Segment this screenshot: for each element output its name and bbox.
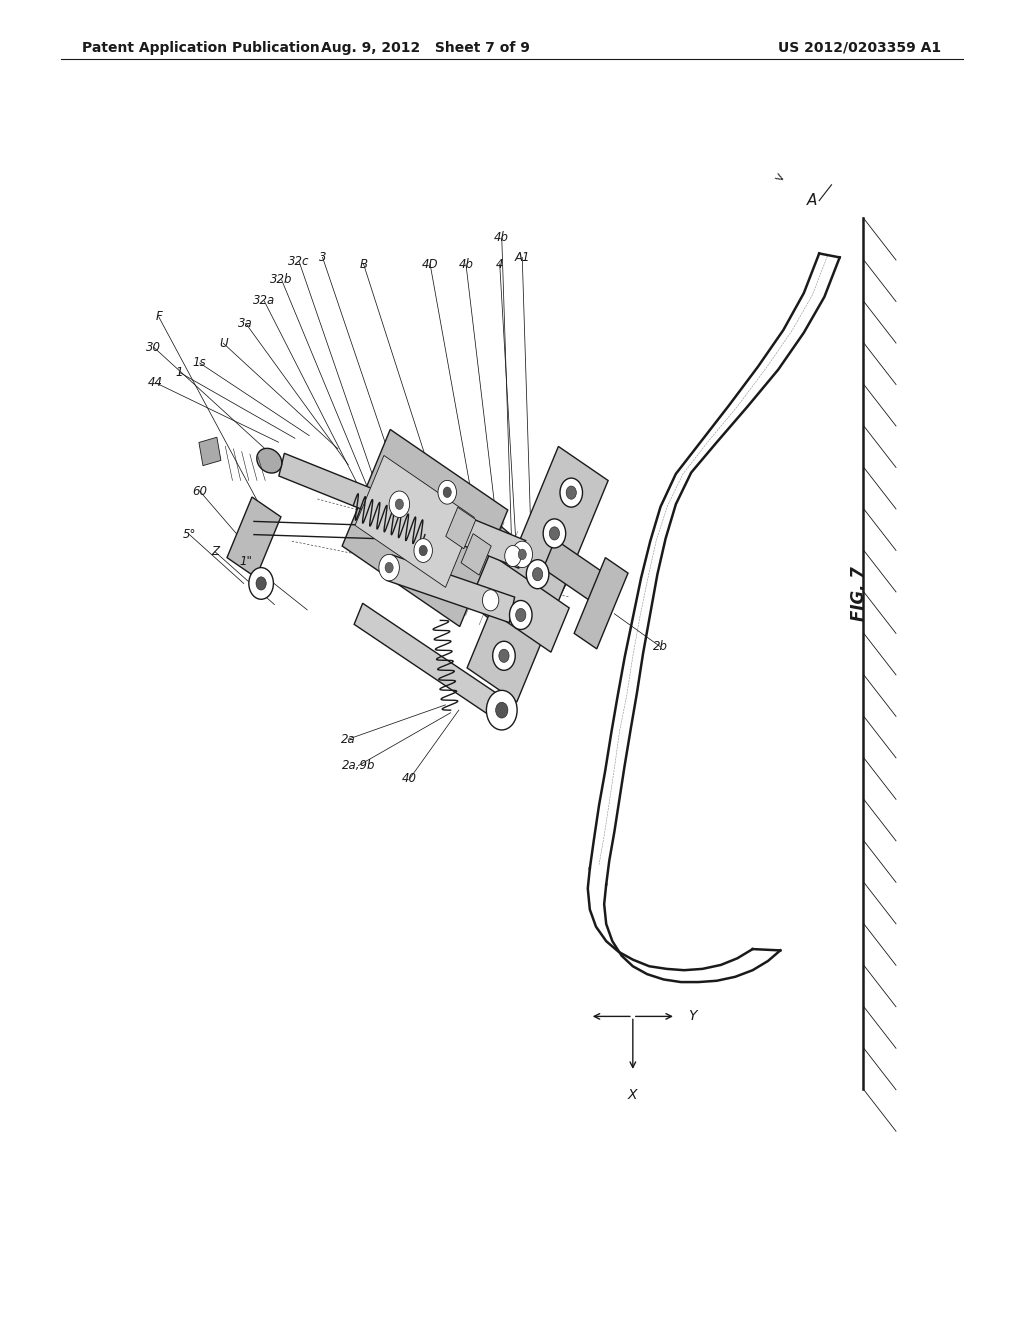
Text: 60: 60 — [193, 484, 207, 498]
Text: 4b: 4b — [495, 231, 509, 244]
Circle shape — [379, 554, 399, 581]
Circle shape — [560, 478, 583, 507]
Polygon shape — [342, 429, 508, 627]
Polygon shape — [461, 533, 492, 576]
Text: 40: 40 — [402, 772, 417, 785]
Text: >: > — [770, 170, 786, 186]
Circle shape — [438, 480, 457, 504]
Text: Y: Y — [688, 1010, 696, 1023]
Polygon shape — [279, 453, 459, 546]
Circle shape — [549, 527, 559, 540]
Text: 4: 4 — [496, 257, 504, 271]
Text: 44: 44 — [148, 376, 163, 389]
Circle shape — [566, 486, 577, 499]
Circle shape — [482, 590, 499, 611]
Text: FIG. 7: FIG. 7 — [850, 566, 868, 622]
Text: B: B — [359, 257, 368, 271]
Polygon shape — [354, 603, 506, 721]
Polygon shape — [440, 506, 563, 616]
Text: 1s: 1s — [193, 356, 207, 370]
Circle shape — [414, 539, 432, 562]
Ellipse shape — [257, 449, 282, 473]
Circle shape — [510, 601, 532, 630]
Text: 2b: 2b — [653, 640, 668, 653]
Circle shape — [543, 519, 565, 548]
Text: 3: 3 — [318, 251, 327, 264]
Circle shape — [512, 541, 532, 568]
Polygon shape — [386, 554, 515, 623]
Polygon shape — [227, 498, 281, 577]
Text: 32b: 32b — [270, 273, 293, 286]
Polygon shape — [355, 455, 474, 587]
Circle shape — [518, 549, 526, 560]
Circle shape — [389, 491, 410, 517]
Text: 5°: 5° — [182, 528, 197, 541]
Circle shape — [532, 568, 543, 581]
Text: 1: 1 — [175, 366, 183, 379]
Polygon shape — [543, 540, 614, 609]
Text: 1": 1" — [240, 554, 252, 568]
Text: A: A — [807, 193, 817, 209]
Circle shape — [443, 487, 452, 498]
Circle shape — [526, 560, 549, 589]
Text: 4b: 4b — [459, 257, 473, 271]
Circle shape — [419, 545, 427, 556]
Polygon shape — [445, 507, 476, 549]
Polygon shape — [465, 549, 569, 652]
Circle shape — [385, 562, 393, 573]
Text: Z: Z — [211, 545, 219, 558]
Text: Aug. 9, 2012   Sheet 7 of 9: Aug. 9, 2012 Sheet 7 of 9 — [321, 41, 529, 54]
Text: US 2012/0203359 A1: US 2012/0203359 A1 — [778, 41, 941, 54]
Circle shape — [493, 642, 515, 671]
Circle shape — [249, 568, 273, 599]
Circle shape — [516, 609, 526, 622]
Circle shape — [496, 702, 508, 718]
Circle shape — [505, 545, 521, 566]
Polygon shape — [467, 446, 608, 702]
Polygon shape — [199, 437, 221, 466]
Polygon shape — [574, 557, 628, 649]
Circle shape — [256, 577, 266, 590]
Text: F: F — [156, 310, 162, 323]
Text: X: X — [628, 1088, 638, 1102]
Text: Patent Application Publication: Patent Application Publication — [82, 41, 319, 54]
Text: 3a: 3a — [239, 317, 253, 330]
Polygon shape — [396, 491, 525, 568]
Circle shape — [486, 690, 517, 730]
Text: 32a: 32a — [253, 294, 275, 308]
Text: 2a,9b: 2a,9b — [342, 759, 375, 772]
Circle shape — [395, 499, 403, 510]
Circle shape — [499, 649, 509, 663]
Text: 32c: 32c — [289, 255, 309, 268]
Text: U: U — [219, 337, 227, 350]
Text: 4D: 4D — [422, 257, 438, 271]
Text: 30: 30 — [146, 341, 161, 354]
Text: 2a: 2a — [341, 733, 355, 746]
Text: A1: A1 — [514, 251, 530, 264]
Polygon shape — [436, 503, 567, 653]
